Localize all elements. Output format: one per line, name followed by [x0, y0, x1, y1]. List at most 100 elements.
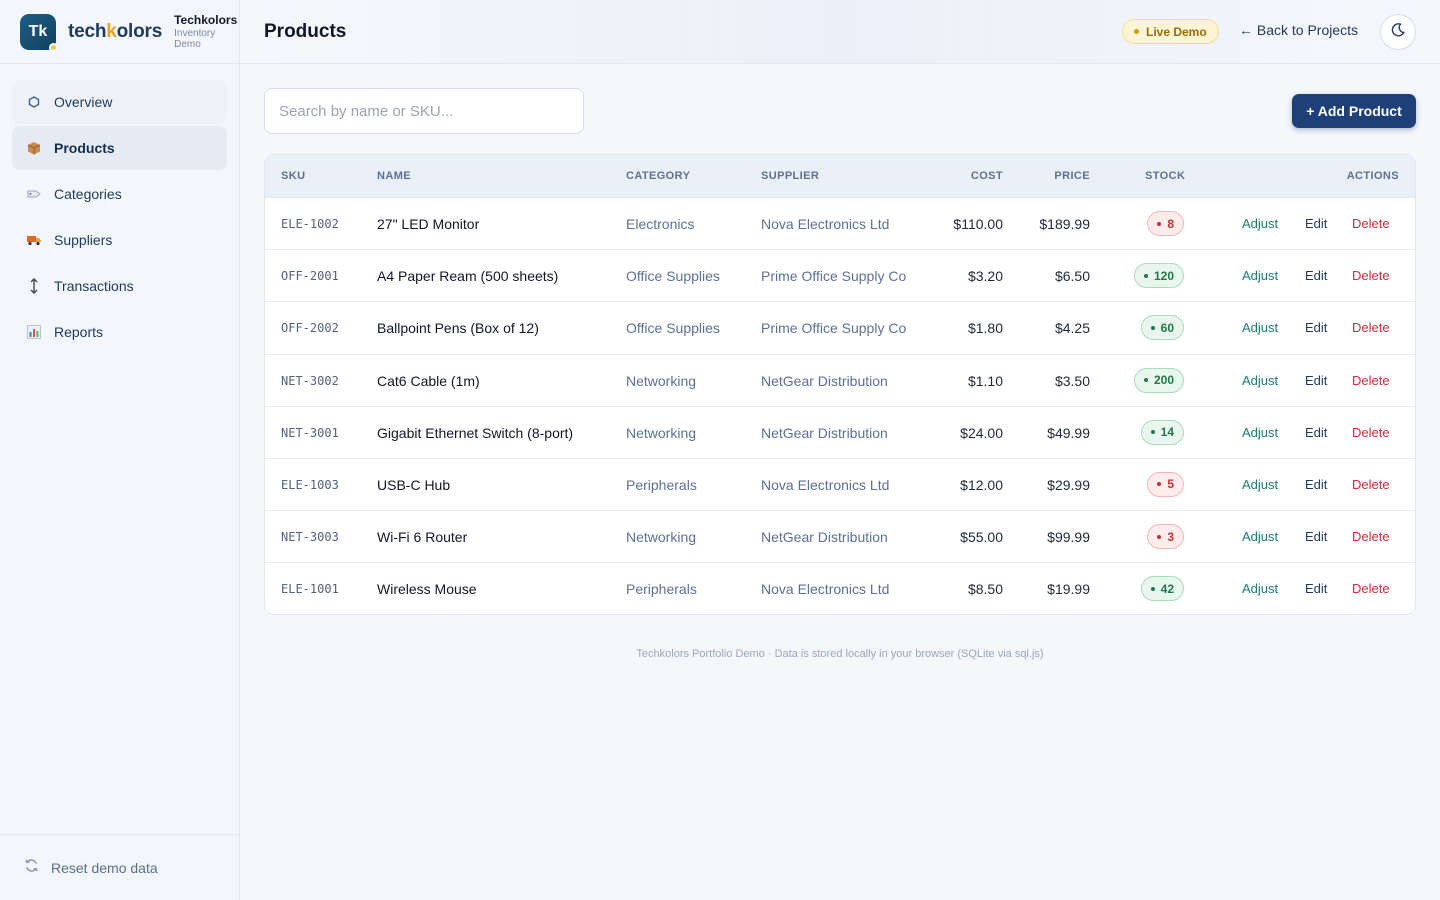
edit-button[interactable]: Edit	[1305, 476, 1328, 492]
sidebar-item-products[interactable]: Products	[12, 126, 227, 170]
sidebar-item-categories[interactable]: Categories	[12, 172, 227, 216]
brand-subtitle-2: Demo	[174, 38, 201, 50]
stock-badge: 5	[1147, 471, 1184, 497]
add-product-button[interactable]: + Add Product	[1292, 94, 1416, 128]
stock-badge: 42	[1140, 576, 1184, 602]
wordmark-prefix: tech	[68, 20, 107, 42]
delete-button[interactable]: Delete	[1352, 320, 1390, 336]
column-header-stock[interactable]: STOCK	[1145, 170, 1186, 182]
edit-button[interactable]: Edit	[1305, 372, 1328, 388]
column-header-cost[interactable]: COST	[970, 170, 1003, 182]
sidebar: Tk techkolors Techkolors Inventory Demo …	[0, 0, 240, 900]
logo-status-dot	[49, 42, 58, 52]
supplier-cell: Prime Office Supply Co	[761, 268, 907, 285]
delete-button[interactable]: Delete	[1352, 268, 1390, 284]
supplier-cell: NetGear Distribution	[761, 372, 888, 389]
price-cell: $6.50	[1054, 268, 1090, 285]
delete-button[interactable]: Delete	[1352, 476, 1390, 492]
reset-demo-button[interactable]: Reset demo data	[0, 834, 239, 900]
cost-cell: $24.00	[960, 424, 1003, 441]
column-header-name[interactable]: NAME	[377, 170, 411, 182]
page-title: Products	[264, 20, 347, 42]
stock-dot-icon	[1157, 482, 1162, 487]
sku-cell: NET-3002	[281, 373, 339, 388]
logo-text: Tk	[28, 22, 48, 40]
stock-dot-icon	[1150, 430, 1155, 435]
category-cell: Office Supplies	[626, 268, 720, 285]
sidebar-item-reports[interactable]: Reports	[12, 310, 227, 354]
stock-value: 120	[1153, 268, 1174, 283]
tag-icon	[26, 186, 42, 202]
category-cell: Electronics	[626, 216, 695, 232]
package-icon	[26, 140, 42, 156]
delete-button[interactable]: Delete	[1352, 424, 1390, 440]
sidebar-item-label: Categories	[54, 186, 122, 202]
delete-button[interactable]: Delete	[1352, 529, 1390, 545]
cost-cell: $8.50	[967, 581, 1003, 598]
sidebar-item-overview[interactable]: Overview	[12, 80, 227, 124]
theme-toggle-button[interactable]	[1380, 14, 1416, 50]
adjust-button[interactable]: Adjust	[1242, 320, 1279, 336]
name-cell: Cat6 Cable (1m)	[377, 372, 480, 389]
column-header-category[interactable]: CATEGORY	[626, 170, 691, 182]
category-cell: Peripherals	[626, 581, 697, 598]
column-header-supplier[interactable]: SUPPLIER	[761, 170, 820, 182]
edit-button[interactable]: Edit	[1305, 268, 1328, 284]
column-header-actions: ACTIONS	[1346, 170, 1399, 182]
supplier-cell: Nova Electronics Ltd	[761, 581, 890, 598]
table-row: OFF-2001 A4 Paper Ream (500 sheets) Office…	[265, 250, 1415, 303]
category-cell: Peripherals	[626, 476, 697, 493]
supplier-cell: Nova Electronics Ltd	[761, 216, 890, 232]
cost-cell: $12.00	[960, 476, 1003, 493]
table-row: NET-3002 Cat6 Cable (1m) Networking NetGear…	[265, 355, 1415, 407]
hexagon-icon	[26, 94, 42, 110]
price-cell: $4.25	[1054, 320, 1090, 337]
price-cell: $99.99	[1047, 529, 1090, 546]
live-demo-badge: Live Demo	[1122, 19, 1219, 44]
cost-cell: $1.80	[967, 320, 1003, 337]
adjust-button[interactable]: Adjust	[1242, 424, 1279, 440]
adjust-button[interactable]: Adjust	[1242, 216, 1279, 231]
stock-badge: 200	[1133, 367, 1184, 393]
adjust-button[interactable]: Adjust	[1242, 372, 1279, 388]
sku-cell: ELE-1001	[281, 582, 339, 597]
supplier-cell: Prime Office Supply Co	[761, 320, 907, 337]
supplier-cell: Nova Electronics Ltd	[761, 476, 890, 493]
wordmark-suffix: olors	[116, 20, 163, 42]
delete-button[interactable]: Delete	[1352, 216, 1390, 231]
edit-button[interactable]: Edit	[1305, 320, 1328, 336]
stock-badge: 3	[1147, 524, 1184, 550]
adjust-button[interactable]: Adjust	[1242, 268, 1279, 284]
edit-button[interactable]: Edit	[1305, 581, 1328, 597]
delete-button[interactable]: Delete	[1352, 372, 1390, 388]
table-row: NET-3003 Wi-Fi 6 Router Networking NetGear …	[265, 511, 1415, 564]
edit-button[interactable]: Edit	[1305, 216, 1328, 231]
sidebar-nav: Overview Products Categories Suppliers T…	[0, 64, 239, 372]
price-cell: $19.99	[1047, 581, 1090, 598]
search-input[interactable]	[264, 88, 584, 134]
column-header-sku[interactable]: SKU	[281, 170, 306, 182]
edit-button[interactable]: Edit	[1305, 529, 1328, 545]
cost-cell: $3.20	[967, 268, 1003, 285]
sidebar-item-transactions[interactable]: Transactions	[12, 264, 227, 308]
stock-value: 8	[1167, 216, 1174, 231]
column-header-price[interactable]: PRICE	[1054, 170, 1090, 182]
price-cell: $189.99	[1039, 216, 1090, 232]
back-to-projects-link[interactable]: ← Back to Projects	[1239, 22, 1359, 38]
stock-value: 5	[1167, 477, 1174, 492]
brand[interactable]: Tk techkolors Techkolors Inventory Demo	[0, 0, 239, 64]
truck-icon	[26, 232, 42, 248]
adjust-button[interactable]: Adjust	[1242, 529, 1279, 545]
sidebar-item-suppliers[interactable]: Suppliers	[12, 218, 227, 262]
adjust-button[interactable]: Adjust	[1242, 476, 1279, 492]
edit-button[interactable]: Edit	[1305, 424, 1328, 440]
price-cell: $49.99	[1047, 424, 1090, 441]
stock-badge: 14	[1140, 419, 1184, 445]
delete-button[interactable]: Delete	[1352, 581, 1390, 597]
refresh-icon	[24, 858, 39, 877]
brand-subtitle-1: Inventory	[174, 27, 216, 39]
adjust-button[interactable]: Adjust	[1242, 581, 1279, 597]
sku-cell: ELE-1003	[281, 477, 339, 492]
category-cell: Networking	[626, 424, 697, 441]
name-cell: Wireless Mouse	[377, 581, 477, 598]
